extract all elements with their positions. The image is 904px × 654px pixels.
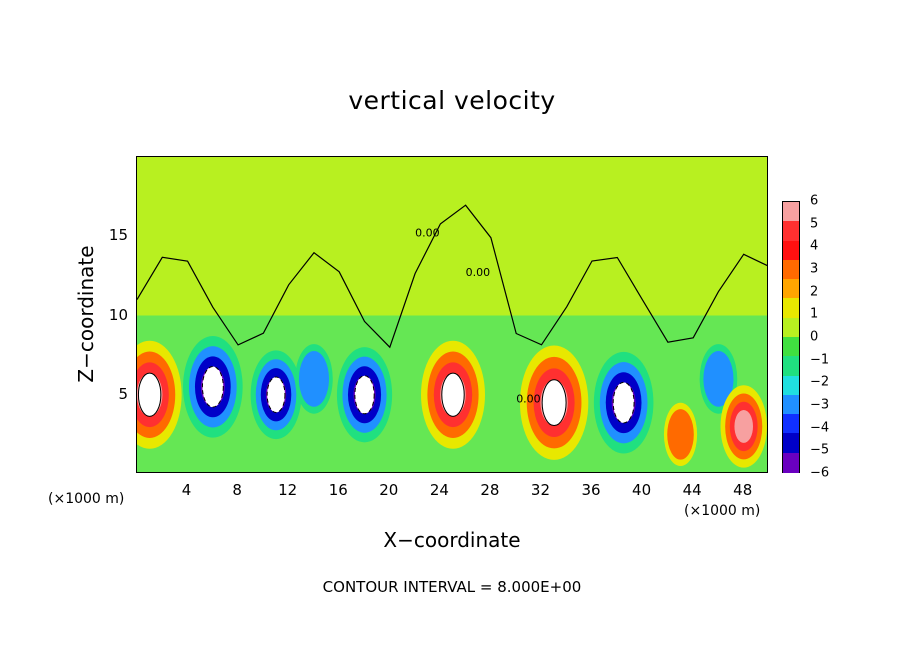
cell-core bbox=[201, 366, 224, 408]
downdraft-cell bbox=[183, 336, 243, 438]
updraft-cell bbox=[137, 340, 182, 449]
cell-level bbox=[734, 409, 753, 443]
colorbar-tick-label: 4 bbox=[810, 238, 819, 254]
chart-title: vertical velocity bbox=[348, 86, 556, 115]
cell-core bbox=[541, 379, 567, 427]
updraft-cell bbox=[720, 385, 767, 468]
colorbar-tick-label: 6 bbox=[810, 193, 819, 209]
colorbar-segment bbox=[783, 433, 799, 455]
colorbar bbox=[782, 201, 800, 474]
y-axis-label: Z−coordinate bbox=[74, 245, 98, 383]
colorbar-tick-label: −2 bbox=[810, 374, 830, 390]
x-tick-label: 28 bbox=[480, 481, 500, 499]
x-tick-label: 12 bbox=[278, 481, 298, 499]
colorbar-segment bbox=[783, 317, 799, 339]
x-tick-label: 44 bbox=[682, 481, 702, 499]
colorbar-segment bbox=[783, 356, 799, 377]
zero-contour bbox=[137, 204, 767, 349]
x-tick-label: 40 bbox=[632, 481, 652, 499]
colorbar-segment bbox=[783, 221, 799, 242]
y-tick-label: 5 bbox=[118, 384, 128, 403]
x-unit-left: (×1000 m) bbox=[48, 491, 125, 507]
x-axis-label: X−coordinate bbox=[383, 528, 521, 552]
x-tick-label: 4 bbox=[181, 481, 192, 499]
heatmap-field: 0.00 0.00 0.00 bbox=[137, 157, 767, 472]
cell-level bbox=[703, 351, 734, 407]
x-tick-label: 48 bbox=[733, 481, 753, 499]
colorbar-segment bbox=[783, 375, 799, 397]
x-tick-label: 20 bbox=[379, 481, 399, 499]
x-tick-label: 16 bbox=[328, 481, 348, 499]
cell-level bbox=[667, 409, 694, 460]
cell-core bbox=[354, 375, 375, 415]
cell-core bbox=[441, 372, 465, 417]
colorbar-tick-label: −3 bbox=[810, 397, 830, 413]
y-tick-label: 15 bbox=[108, 226, 128, 245]
x-unit-right: (×1000 m) bbox=[684, 503, 761, 519]
colorbar-tick-label: −4 bbox=[810, 420, 830, 436]
downdraft-cell bbox=[593, 351, 654, 454]
x-tick-label: 32 bbox=[530, 481, 551, 499]
y-tick-label: 10 bbox=[108, 305, 128, 324]
plot-area: 0.00 0.00 0.00 bbox=[136, 156, 768, 473]
colorbar-segment bbox=[783, 452, 799, 474]
downdraft-cell bbox=[336, 347, 393, 443]
updraft-cell bbox=[663, 402, 698, 466]
updraft-cell bbox=[421, 340, 485, 449]
cell-core bbox=[266, 376, 286, 414]
downdraft-cell bbox=[699, 344, 738, 414]
colorbar-tick-label: 0 bbox=[810, 329, 819, 345]
colorbar-segment bbox=[783, 337, 799, 358]
contour-interval-note: CONTOUR INTERVAL = 8.000E+00 bbox=[322, 578, 582, 596]
colorbar-tick-label: −6 bbox=[810, 465, 830, 481]
colorbar-tick-label: 5 bbox=[810, 216, 819, 232]
colorbar-segment bbox=[783, 259, 799, 281]
contour-label: 0.00 bbox=[516, 393, 541, 406]
x-tick-label: 24 bbox=[429, 481, 449, 499]
colorbar-segment bbox=[783, 394, 799, 416]
updraft-cell bbox=[519, 345, 589, 460]
x-tick-label: 8 bbox=[232, 481, 242, 499]
colorbar-segment bbox=[783, 414, 799, 435]
colorbar-tick-label: 1 bbox=[810, 306, 819, 322]
colorbar-segment bbox=[783, 202, 799, 223]
contour-label: 0.00 bbox=[415, 226, 440, 239]
contour-label: 0.00 bbox=[466, 266, 491, 279]
downdraft-cell bbox=[295, 344, 333, 414]
colorbar-tick-label: −5 bbox=[810, 442, 830, 458]
colorbar-segment bbox=[783, 298, 799, 320]
cell-level bbox=[298, 351, 329, 407]
x-tick-label: 36 bbox=[581, 481, 601, 499]
colorbar-tick-label: −1 bbox=[810, 352, 830, 368]
cell-core bbox=[612, 381, 635, 424]
downdraft-cell bbox=[250, 350, 302, 440]
cell-core bbox=[137, 372, 162, 417]
colorbar-tick-label: 2 bbox=[810, 284, 819, 300]
colorbar-segment bbox=[783, 240, 799, 262]
colorbar-tick-label: 3 bbox=[810, 261, 819, 277]
colorbar-segment bbox=[783, 279, 799, 300]
